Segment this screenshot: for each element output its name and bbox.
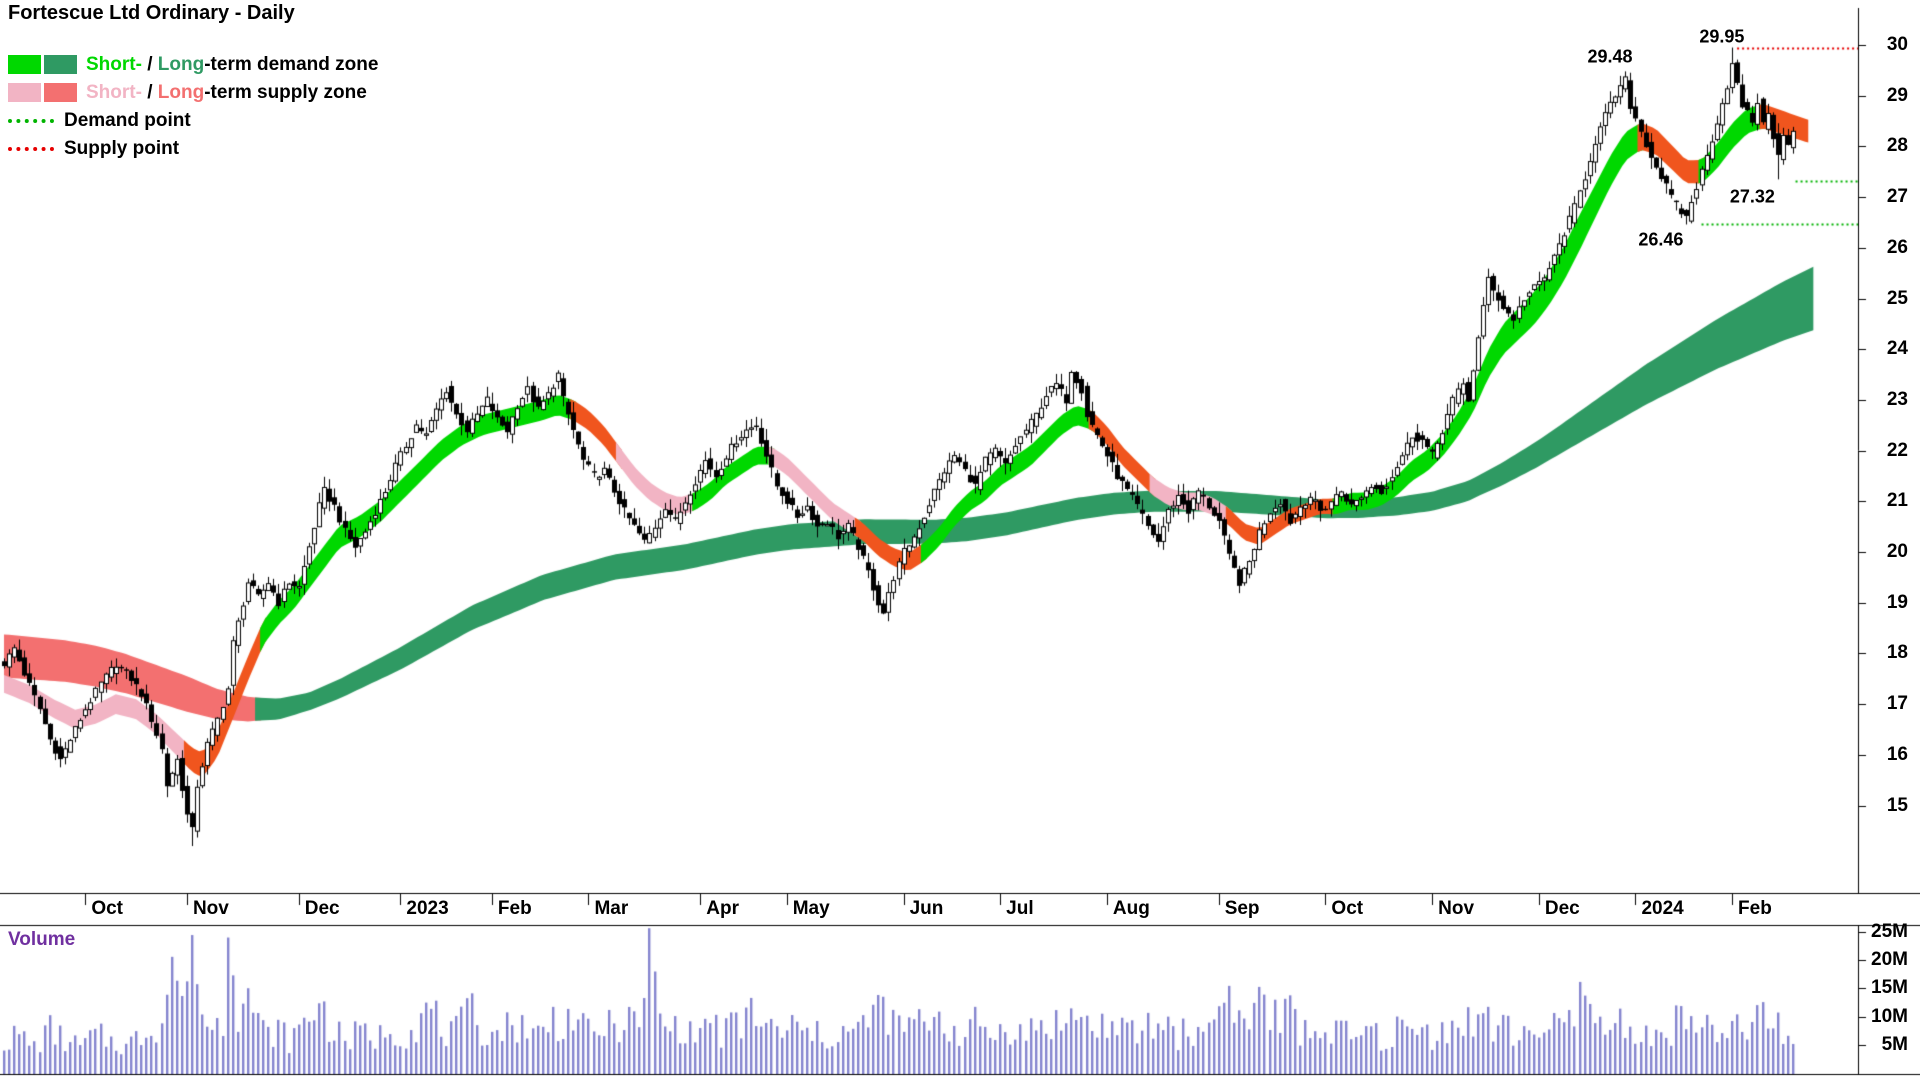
price-annotation-label: 27.32 (1729, 186, 1775, 207)
legend-demand-zone-text: Short- / Long-term demand zone (86, 54, 378, 76)
price-axis-label: 27 (1886, 186, 1908, 208)
time-axis-label: Jul (1006, 898, 1034, 919)
price-axis-label: 19 (1886, 591, 1908, 613)
price-axis-label: 15 (1886, 794, 1908, 816)
price-axis-label: 26 (1886, 236, 1908, 258)
long-supply-zone-swatch (44, 83, 77, 102)
volume-axis-label: 5M (1881, 1033, 1908, 1055)
time-axis-label: Nov (192, 898, 229, 919)
time-axis-label: Oct (1331, 898, 1364, 919)
legend-demand-sep: / (141, 53, 158, 75)
legend-row-demand-zone: Short- / Long-term demand zone (8, 52, 378, 77)
legend: Short- / Long-term demand zone Short- / … (8, 52, 378, 164)
time-axis-label: Nov (1438, 898, 1475, 919)
legend-supply-rest: -term supply zone (204, 81, 367, 103)
price-annotation-label: 29.95 (1699, 26, 1745, 47)
time-axis-label: Jun (909, 898, 944, 919)
price-axis-label: 30 (1886, 34, 1908, 55)
time-axis-label: Feb (497, 898, 532, 919)
price-axis-label: 28 (1886, 135, 1908, 157)
time-axis-label: 2023 (406, 898, 449, 919)
legend-supply-short: Short- (86, 81, 142, 103)
time-axis-label: Sep (1224, 898, 1260, 919)
supply-point-line-swatch (8, 146, 54, 151)
time-axis-label: 2024 (1641, 898, 1684, 919)
time-axis-label: Oct (91, 898, 123, 919)
legend-supply-zone-text: Short- / Long-term supply zone (86, 82, 367, 104)
time-axis-label: Aug (1112, 898, 1150, 919)
legend-demand-short: Short- (86, 53, 142, 75)
price-axis-label: 21 (1886, 490, 1908, 512)
time-axis-label: May (792, 898, 830, 919)
legend-demand-long: Long (157, 53, 205, 75)
volume-axis-label: 20M (1871, 949, 1908, 970)
demand-point-line-swatch (8, 118, 54, 123)
volume-axis-label: 15M (1871, 977, 1908, 999)
price-axis-label: 24 (1886, 338, 1908, 360)
time-axis-label: Apr (706, 898, 740, 919)
long-demand-zone-swatch (44, 55, 77, 74)
legend-row-supply-point: Supply point (8, 136, 378, 161)
legend-demand-rest: -term demand zone (204, 53, 379, 75)
short-supply-zone-swatch (8, 83, 41, 102)
chart-title: Fortescue Ltd Ordinary - Daily (8, 2, 295, 24)
legend-supply-long: Long (157, 81, 205, 103)
legend-supply-point-label: Supply point (64, 137, 180, 159)
volume-panel-title: Volume (8, 929, 76, 950)
volume-axis-label: 10M (1871, 1005, 1908, 1027)
time-axis-label: Dec (1544, 898, 1580, 919)
price-axis-label: 17 (1886, 693, 1908, 715)
short-demand-zone-swatch (8, 55, 41, 74)
price-axis-label: 18 (1886, 642, 1908, 664)
legend-supply-sep: / (141, 81, 158, 103)
price-axis-label: 29 (1886, 84, 1908, 106)
volume-axis-label: 25M (1871, 920, 1908, 942)
price-annotation-label: 29.48 (1587, 46, 1633, 67)
price-axis-label: 16 (1886, 743, 1908, 765)
price-axis-label: 22 (1886, 439, 1908, 461)
legend-demand-point-label: Demand point (64, 109, 191, 131)
time-axis-label: Dec (304, 898, 340, 919)
legend-row-supply-zone: Short- / Long-term supply zone (8, 80, 378, 105)
legend-row-demand-point: Demand point (8, 108, 378, 133)
price-annotation-label: 26.46 (1638, 229, 1684, 250)
time-axis-label: Mar (594, 898, 629, 919)
time-axis-label: Feb (1738, 898, 1772, 919)
price-axis-label: 25 (1886, 287, 1908, 309)
price-axis-label: 23 (1886, 388, 1908, 410)
price-axis-label: 20 (1886, 541, 1908, 562)
